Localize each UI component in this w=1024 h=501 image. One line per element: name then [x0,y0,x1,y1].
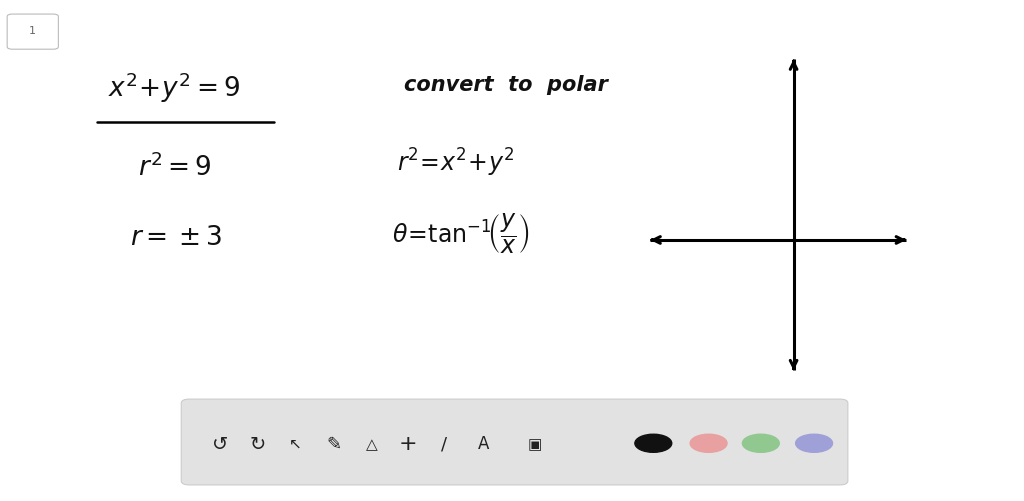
Text: ▣: ▣ [527,436,542,451]
Text: ↖: ↖ [289,436,301,451]
Text: ✎: ✎ [327,434,341,452]
Text: $r = \pm3$: $r = \pm3$ [130,225,222,251]
Text: 1: 1 [30,26,36,36]
Text: /: / [441,434,447,452]
Text: $r^2\!=\! x^2\!+\!y^2$: $r^2\!=\! x^2\!+\!y^2$ [397,147,514,179]
Text: $\theta\!=\!\tan^{-1}\!\!\left(\dfrac{y}{x}\right)$: $\theta\!=\!\tan^{-1}\!\!\left(\dfrac{y}… [392,211,529,255]
Text: +: + [398,433,417,453]
Text: A: A [477,434,489,452]
Text: $r^2 = 9$: $r^2 = 9$ [138,154,212,182]
Text: ↻: ↻ [250,434,266,453]
Circle shape [796,434,833,452]
FancyBboxPatch shape [7,15,58,50]
Circle shape [742,434,779,452]
Text: △: △ [366,436,378,451]
Text: convert  to  polar: convert to polar [404,75,608,95]
FancyBboxPatch shape [181,399,848,485]
Circle shape [690,434,727,452]
Text: $x^2\!+\!y^2 = 9$: $x^2\!+\!y^2 = 9$ [108,71,240,105]
Text: ↺: ↺ [212,434,228,453]
Circle shape [635,434,672,452]
